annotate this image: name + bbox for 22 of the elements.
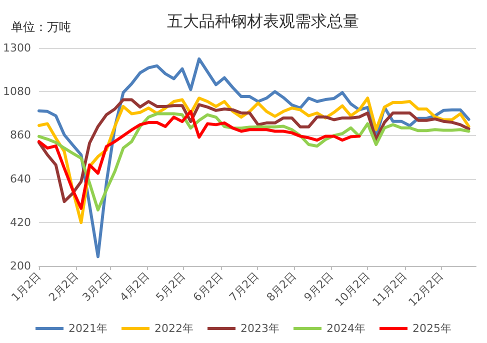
x-tick-label: 7月2日 [226, 269, 262, 304]
x-tick-label: 6月2日 [190, 269, 226, 304]
x-tick-label: 5月2日 [153, 269, 188, 304]
y-tick-label: 640 [10, 172, 31, 186]
legend-label: 2024年 [326, 322, 366, 335]
x-tick-label: 2月2日 [46, 269, 81, 304]
line-series [37, 112, 470, 212]
y-tick-label: 860 [10, 128, 31, 142]
legend-label: 2022年 [154, 322, 194, 335]
x-tick-label: 4月2日 [117, 269, 152, 304]
line-series [37, 110, 361, 210]
legend-label: 2021年 [68, 322, 108, 335]
y-tick-label: 1080 [2, 85, 31, 98]
line-series [37, 98, 470, 204]
x-tick-label: 3月2日 [80, 269, 115, 304]
legend-label: 2023年 [240, 322, 280, 335]
chart-title: 五大品种钢材表观需求总量 [167, 12, 359, 30]
y-tick-label: 1300 [2, 42, 31, 54]
legend-label: 2025年 [412, 322, 452, 335]
x-tick-label: 8月2日 [264, 269, 299, 304]
y-tick-label: 420 [10, 216, 31, 229]
text: 单位：万吨 [11, 20, 71, 34]
